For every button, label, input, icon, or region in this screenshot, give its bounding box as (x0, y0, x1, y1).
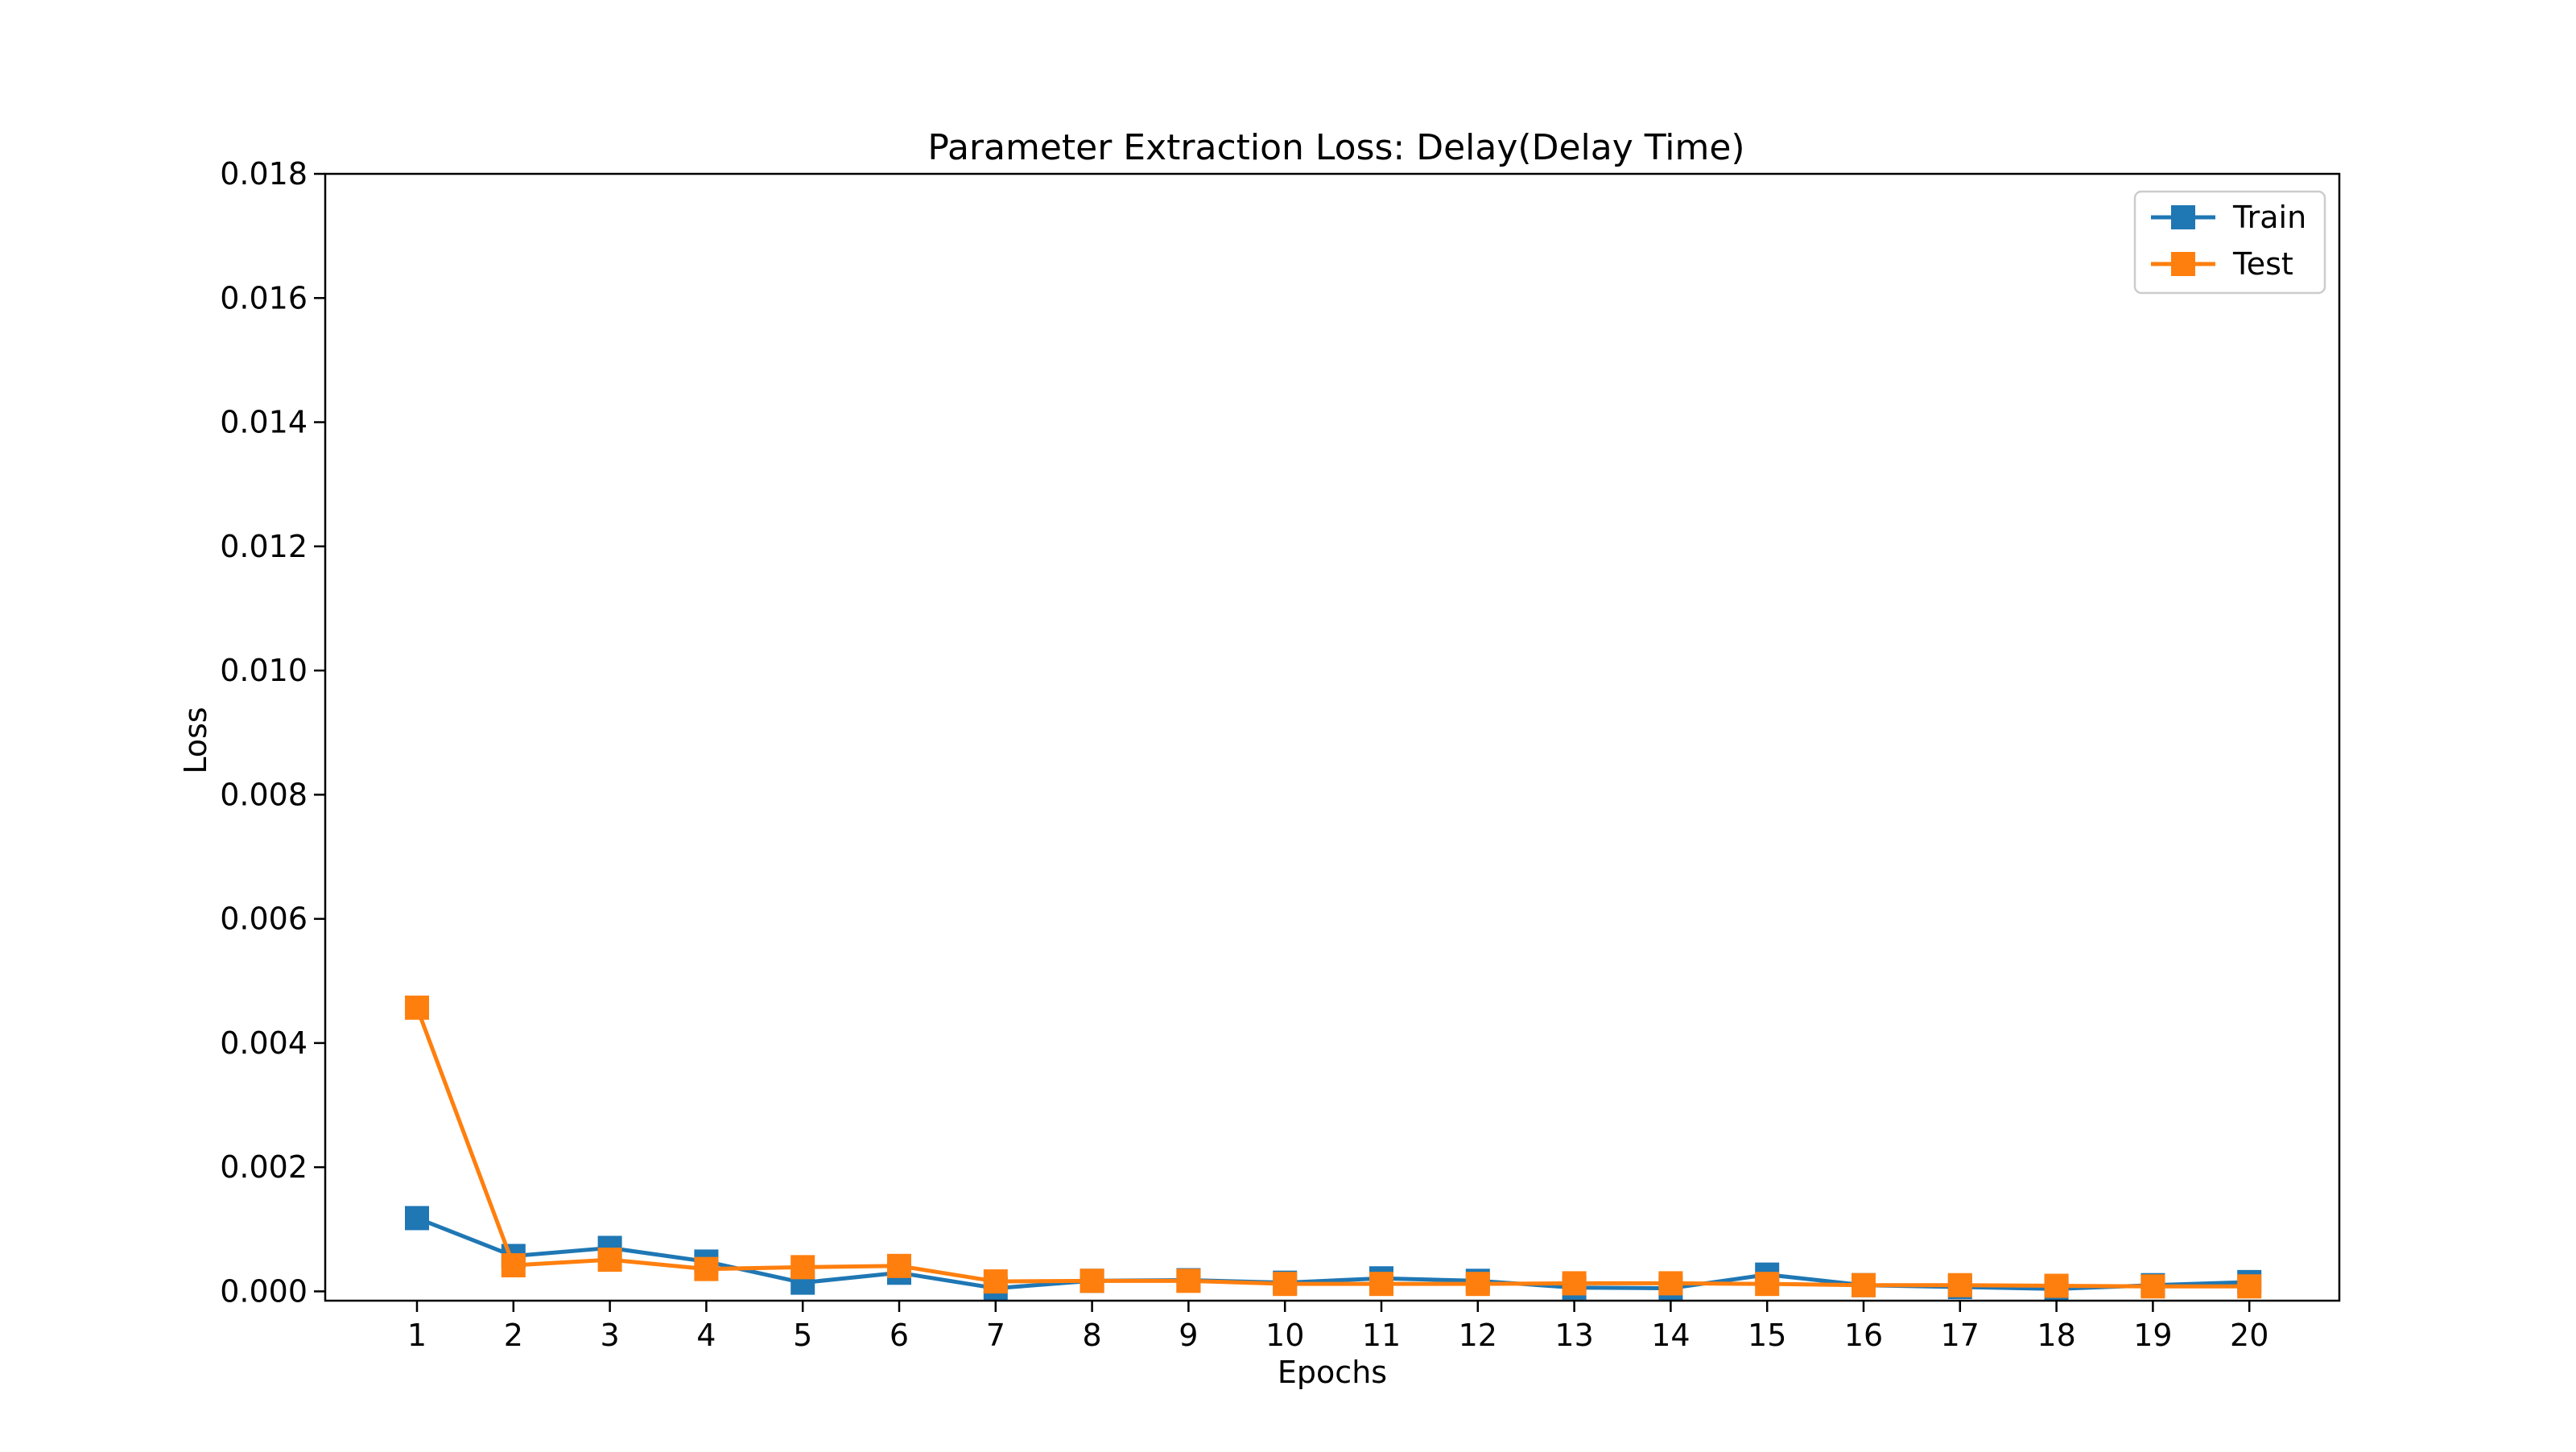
y-tick-label: 0.002 (220, 1149, 308, 1185)
y-tick-label: 0.012 (220, 529, 308, 564)
x-axis-label: Epochs (1278, 1355, 1387, 1390)
x-tick-label: 7 (986, 1318, 1005, 1353)
y-tick-label: 0.008 (220, 777, 308, 812)
y-tick-label: 0.014 (220, 405, 308, 440)
x-tick-label: 19 (2133, 1318, 2172, 1353)
x-tick-label: 20 (2230, 1318, 2268, 1353)
test-point (694, 1256, 719, 1281)
x-tick-label: 4 (696, 1318, 716, 1353)
x-tick-label: 3 (601, 1318, 620, 1353)
test-point (1947, 1273, 1972, 1297)
x-tick-label: 11 (1362, 1318, 1401, 1353)
legend-train-marker (2171, 205, 2195, 229)
test-point (2140, 1274, 2165, 1299)
test-point (2044, 1273, 2069, 1298)
plot-area-frame (324, 172, 2341, 1302)
test-point (597, 1248, 622, 1273)
x-tick-label: 5 (793, 1318, 812, 1353)
test-point (1273, 1272, 1298, 1297)
y-tick-label: 0.016 (220, 280, 308, 316)
test-point (1852, 1273, 1876, 1297)
test-point (1658, 1271, 1683, 1296)
test-point (1465, 1272, 1490, 1297)
x-tick-label: 17 (1941, 1318, 1979, 1353)
test-point (1562, 1271, 1587, 1296)
x-axis-ticks: 1 2 3 4 5 6 7 8 9 10 11 12 13 14 15 16 17 18 19 20 (407, 1301, 2268, 1353)
test-point (1369, 1272, 1393, 1297)
y-axis-label: Loss (178, 707, 213, 773)
chart-title: Parameter Extraction Loss: Delay(Delay T… (927, 127, 1744, 168)
series-test (405, 995, 2262, 1299)
test-point (791, 1255, 815, 1280)
test-point (405, 995, 429, 1020)
test-point (1176, 1268, 1201, 1293)
legend-train-label: Train (2232, 200, 2306, 235)
legend-test-marker (2171, 252, 2195, 276)
test-point (501, 1253, 526, 1278)
train-point (405, 1206, 429, 1231)
y-tick-label: 0.000 (220, 1273, 308, 1309)
series-layer (405, 995, 2262, 1301)
x-tick-label: 14 (1651, 1318, 1690, 1353)
test-line (414, 1004, 2252, 1289)
test-point (1755, 1272, 1780, 1297)
y-tick-label: 0.004 (220, 1025, 308, 1061)
x-tick-label: 15 (1748, 1318, 1786, 1353)
y-tick-label: 0.006 (220, 901, 308, 937)
x-tick-label: 8 (1083, 1318, 1102, 1353)
legend-test-label: Test (2232, 246, 2293, 282)
y-axis-ticks: 0.000 0.002 0.004 0.006 0.008 0.010 0.012 0.014… (220, 156, 325, 1309)
x-tick-label: 10 (1265, 1318, 1304, 1353)
x-tick-label: 2 (504, 1318, 523, 1353)
x-tick-label: 12 (1459, 1318, 1497, 1353)
x-tick-label: 18 (2037, 1318, 2075, 1353)
x-tick-label: 16 (1844, 1318, 1883, 1353)
x-tick-label: 6 (890, 1318, 909, 1353)
test-point (983, 1269, 1008, 1294)
x-tick-label: 1 (407, 1318, 427, 1353)
test-point (1080, 1268, 1104, 1293)
y-tick-label: 0.018 (220, 156, 308, 192)
test-point (887, 1253, 911, 1278)
y-tick-label: 0.010 (220, 653, 308, 688)
legend: Train Test (2133, 190, 2326, 295)
test-point (2237, 1274, 2262, 1299)
x-tick-label: 9 (1179, 1318, 1198, 1353)
x-tick-label: 13 (1554, 1318, 1593, 1353)
